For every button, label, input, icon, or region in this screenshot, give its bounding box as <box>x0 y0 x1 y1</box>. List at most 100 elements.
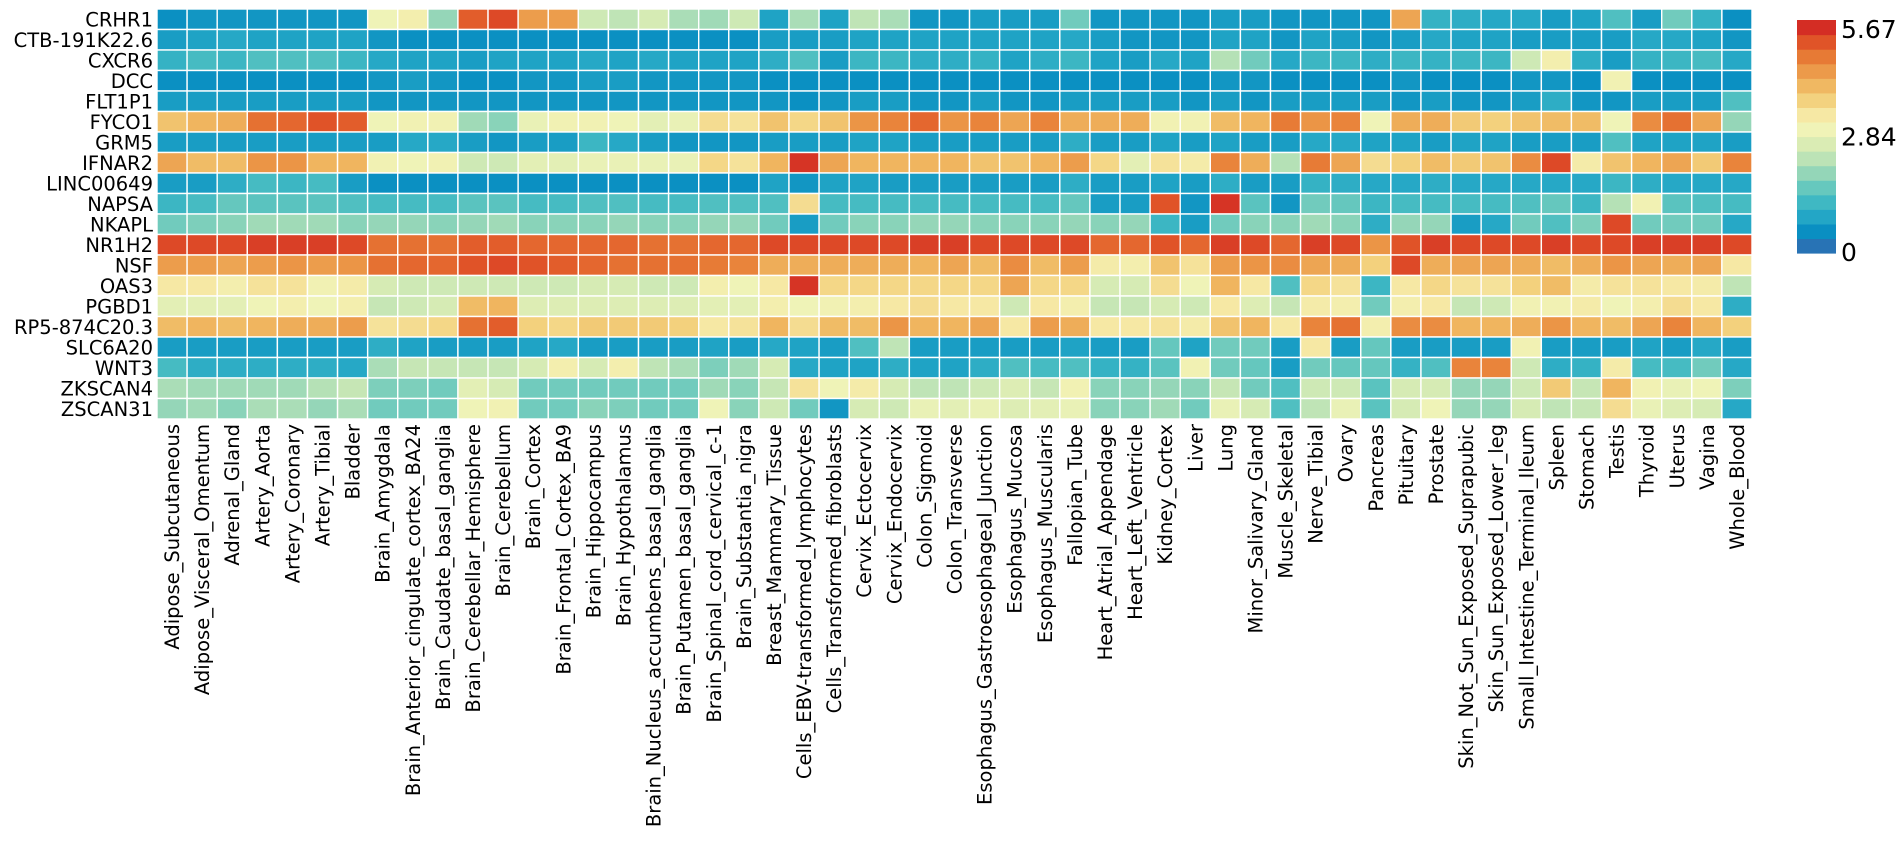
heatmap-cell <box>788 336 820 359</box>
column-label: Skin_Not_Sun_Exposed_Suprapubic <box>1455 424 1478 769</box>
heatmap-cell <box>1390 336 1422 359</box>
heatmap-cell <box>427 315 459 338</box>
heatmap-cell <box>758 151 790 174</box>
colorbar-segment <box>1797 136 1836 152</box>
heatmap-cell <box>306 377 339 400</box>
heatmap-cell <box>1360 397 1392 420</box>
heatmap-cell <box>517 8 549 31</box>
heatmap-cell <box>878 28 911 51</box>
column-label: Whole_Blood <box>1726 424 1749 550</box>
heatmap-cell <box>156 8 188 31</box>
heatmap-cell <box>1119 90 1151 113</box>
heatmap-cell <box>788 295 820 318</box>
heatmap-cell <box>156 254 188 277</box>
heatmap-cell <box>968 336 1001 359</box>
heatmap-cell <box>276 172 309 195</box>
heatmap-cell <box>1570 233 1603 256</box>
heatmap-cell <box>1480 233 1512 256</box>
column-label: Artery_Coronary <box>281 424 304 583</box>
heatmap-cell <box>1600 397 1633 420</box>
heatmap-cell <box>1510 110 1543 133</box>
heatmap-cell <box>1089 192 1121 215</box>
heatmap-cell <box>667 233 700 256</box>
heatmap-cell <box>1089 110 1121 133</box>
heatmap-cell <box>517 69 549 92</box>
heatmap-cell <box>848 8 880 31</box>
heatmap-cell <box>1209 49 1242 72</box>
heatmap-cell <box>276 274 309 297</box>
heatmap-cell <box>517 110 549 133</box>
heatmap-cell <box>1299 192 1332 215</box>
heatmap-cell <box>336 49 369 72</box>
heatmap-cell <box>1089 397 1121 420</box>
heatmap-cell <box>246 151 279 174</box>
heatmap-cell <box>306 28 339 51</box>
column-label: Pancreas <box>1365 424 1388 512</box>
heatmap-cell <box>216 69 248 92</box>
heatmap-cell <box>848 90 880 113</box>
heatmap-cell <box>1089 377 1121 400</box>
heatmap-cell <box>1119 295 1151 318</box>
heatmap-cell <box>216 8 248 31</box>
heatmap-cell <box>186 397 218 420</box>
heatmap-cell <box>246 8 279 31</box>
heatmap-cell <box>698 131 730 154</box>
heatmap-cell <box>1209 397 1242 420</box>
heatmap-cell <box>818 213 850 236</box>
heatmap-cell <box>246 69 279 92</box>
heatmap-cell <box>397 131 429 154</box>
heatmap-cell <box>1691 233 1723 256</box>
heatmap-cell <box>397 377 429 400</box>
heatmap-cell <box>186 254 218 277</box>
heatmap-cell <box>607 356 640 379</box>
heatmap-cell <box>366 336 399 359</box>
heatmap-cell <box>1179 172 1211 195</box>
heatmap-cell <box>1630 131 1663 154</box>
column-label: Brain_Cerebellum <box>492 424 515 597</box>
heatmap-cell <box>1329 192 1362 215</box>
heatmap-cell <box>1329 377 1362 400</box>
heatmap-cell <box>397 295 429 318</box>
heatmap-cell <box>276 233 309 256</box>
heatmap-cell <box>1691 8 1723 31</box>
heatmap-cell <box>1179 49 1211 72</box>
heatmap-cell <box>698 377 730 400</box>
heatmap-cell <box>1179 69 1211 92</box>
heatmap-cell <box>156 28 188 51</box>
colorbar-tick-label: 0 <box>1841 238 1857 267</box>
heatmap-cell <box>1360 131 1392 154</box>
heatmap-cell <box>1209 110 1242 133</box>
row-label: ZKSCAN4 <box>61 377 153 400</box>
heatmap-cell <box>788 8 820 31</box>
heatmap-cell <box>637 8 670 31</box>
heatmap-cell <box>1059 295 1091 318</box>
heatmap-cell <box>1480 192 1512 215</box>
heatmap-cell <box>1661 151 1693 174</box>
heatmap-cell <box>1179 356 1211 379</box>
heatmap-cell <box>1119 110 1151 133</box>
heatmap-cell <box>1480 356 1512 379</box>
heatmap-cell <box>1420 8 1452 31</box>
heatmap-cell <box>246 356 279 379</box>
heatmap-cell <box>1570 315 1603 338</box>
heatmap-cell <box>1600 172 1633 195</box>
column-label: Uterus <box>1666 424 1689 488</box>
heatmap-cell <box>1420 377 1452 400</box>
row-label: RP5-874C20.3 <box>14 316 153 339</box>
heatmap-cell <box>1360 295 1392 318</box>
heatmap-cell <box>1540 233 1573 256</box>
heatmap-cell <box>1149 356 1181 379</box>
row-label: NR1H2 <box>85 234 153 257</box>
heatmap-cell <box>1480 397 1512 420</box>
heatmap-cell <box>788 151 820 174</box>
heatmap-cell <box>1149 315 1181 338</box>
heatmap-cell <box>1209 28 1242 51</box>
heatmap-cell <box>306 69 339 92</box>
heatmap-cell <box>1540 69 1573 92</box>
heatmap-cell <box>276 213 309 236</box>
heatmap-cell <box>276 377 309 400</box>
heatmap-cell <box>1059 172 1091 195</box>
heatmap-cell <box>1239 151 1272 174</box>
heatmap-cell <box>487 151 519 174</box>
heatmap-cell <box>547 69 580 92</box>
